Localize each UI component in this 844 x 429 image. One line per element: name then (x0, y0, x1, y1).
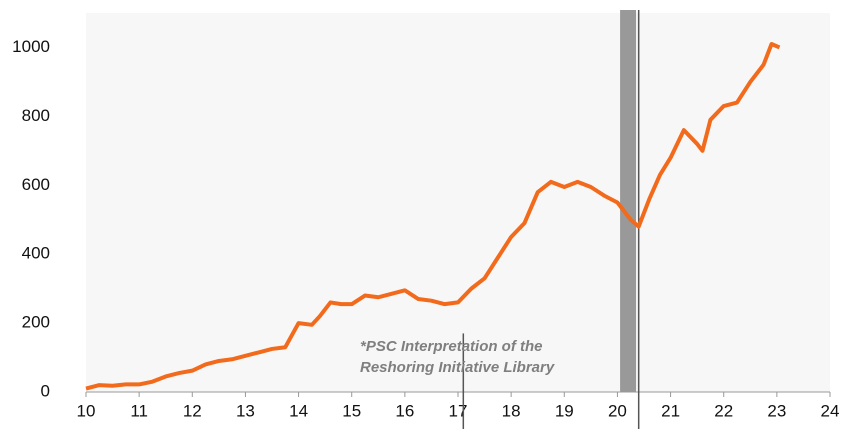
x-tick-label: 18 (502, 401, 521, 420)
y-tick-label: 200 (22, 313, 50, 332)
x-tick-label: 24 (821, 401, 840, 420)
x-tick-label: 16 (395, 401, 414, 420)
y-tick-label: 0 (41, 381, 50, 400)
y-tick-label: 1000 (12, 37, 50, 56)
annotation: Reshoring Initiative Library (360, 359, 555, 376)
x-tick-label: 20 (608, 401, 627, 420)
x-tick-label: 22 (714, 401, 733, 420)
x-tick-label: 15 (342, 401, 361, 420)
annotation: *PSC Interpretation of the (360, 338, 543, 355)
x-tick-label: 10 (77, 401, 96, 420)
plot-area (86, 13, 830, 392)
x-tick-label: 12 (183, 401, 202, 420)
y-tick-label: 800 (22, 106, 50, 125)
x-tick-label: 11 (130, 401, 148, 420)
x-tick-label: 13 (236, 401, 255, 420)
y-tick-label: 400 (22, 244, 50, 263)
x-tick-label: 21 (661, 401, 680, 420)
y-tick-label: 600 (22, 175, 50, 194)
x-tick-label: 23 (767, 401, 786, 420)
x-tick-label: 14 (289, 401, 308, 420)
x-tick-label: 17 (449, 401, 468, 420)
shade-band (620, 10, 637, 392)
x-tick-label: 19 (555, 401, 574, 420)
data-line (85, 42, 781, 391)
